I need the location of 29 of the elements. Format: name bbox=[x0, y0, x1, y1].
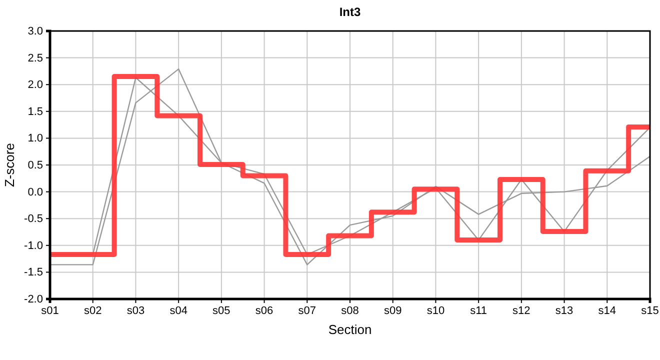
x-tick-label: s01 bbox=[41, 304, 59, 317]
x-tick-label: s08 bbox=[341, 304, 359, 317]
x-tick-label: s06 bbox=[255, 304, 274, 317]
y-tick-label: 1.0 bbox=[28, 132, 43, 145]
y-tick-label: -1.5 bbox=[24, 266, 43, 279]
x-tick-label: s07 bbox=[298, 304, 316, 317]
y-tick-label: 3.0 bbox=[28, 26, 43, 38]
y-tick-label: -1.0 bbox=[24, 240, 43, 252]
x-tick-label: s14 bbox=[598, 304, 616, 317]
y-axis-title: Z-score bbox=[2, 142, 17, 188]
x-tick-label: s13 bbox=[555, 304, 574, 317]
x-tick-label: s09 bbox=[384, 304, 402, 317]
y-tick-label: -0.5 bbox=[24, 213, 43, 226]
x-tick-label: s04 bbox=[170, 304, 188, 317]
y-tick-label: 2.0 bbox=[28, 79, 43, 92]
y-tick-label: 0.0 bbox=[28, 186, 43, 198]
y-tick-label: -2.0 bbox=[24, 294, 43, 306]
x-tick-label: s12 bbox=[512, 304, 530, 317]
x-tick-label: s02 bbox=[84, 304, 102, 317]
x-tick-label: s11 bbox=[470, 304, 488, 317]
x-tick-label: s15 bbox=[641, 304, 659, 317]
x-axis-title: Section bbox=[328, 322, 372, 337]
chart-title: Int3 bbox=[339, 5, 361, 19]
x-tick-label: s03 bbox=[126, 304, 145, 317]
x-tick-label: s10 bbox=[426, 304, 445, 317]
x-tick-label: s05 bbox=[212, 304, 230, 317]
y-tick-label: 2.5 bbox=[28, 52, 43, 64]
y-tick-label: 1.5 bbox=[28, 106, 43, 118]
y-tick-label: 0.5 bbox=[28, 160, 43, 172]
